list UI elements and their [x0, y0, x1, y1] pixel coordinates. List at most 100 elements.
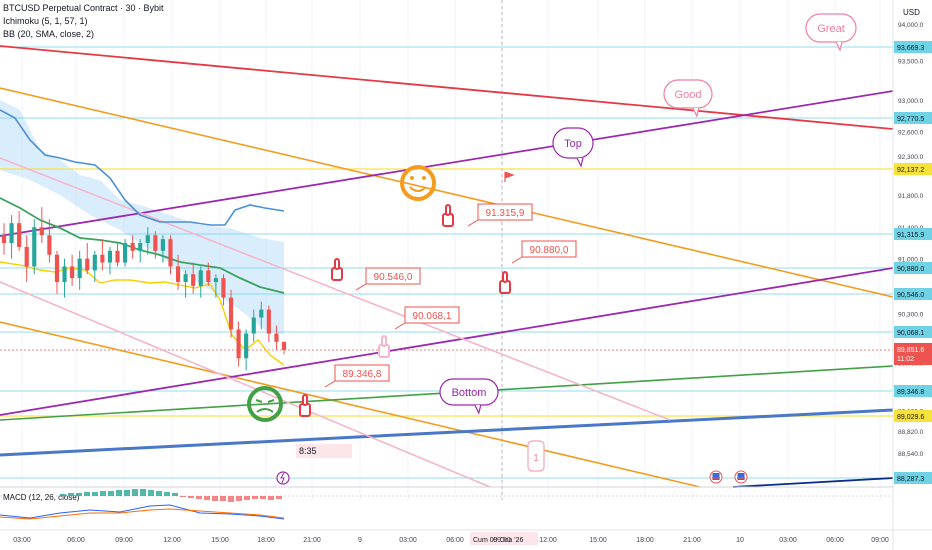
candle-body[interactable]: [266, 309, 271, 334]
note-1-box[interactable]: [527, 440, 545, 472]
trendline[interactable]: [0, 45, 894, 130]
happy-face-eye: [410, 176, 414, 180]
price-tag-bg[interactable]: [894, 288, 932, 300]
candle-body[interactable]: [259, 309, 264, 318]
macd-bar: [268, 496, 274, 500]
candle-body[interactable]: [115, 250, 120, 263]
bb-legend[interactable]: BB (20, SMA, close, 2): [3, 29, 95, 39]
last-price-tag[interactable]: [894, 343, 932, 365]
great-annotation-label[interactable]: Great: [817, 23, 845, 35]
symbol-legend[interactable]: BTCUSD Perpetual Contract · 30 · Bybit: [3, 3, 164, 13]
candle-body[interactable]: [221, 278, 226, 298]
great-annotation-bubble[interactable]: [805, 13, 857, 43]
candles[interactable]: [1, 207, 287, 371]
candle-body[interactable]: [281, 341, 287, 350]
price-tag-bg[interactable]: [894, 410, 932, 422]
top-annotation-bubble[interactable]: [552, 127, 594, 159]
candle-body[interactable]: [92, 254, 97, 271]
trendline[interactable]: [0, 408, 894, 457]
callout-90068-box[interactable]: [404, 306, 460, 324]
candle-body[interactable]: [130, 243, 135, 251]
price-tag-label: 92,770.5: [897, 116, 924, 123]
candle-body[interactable]: [244, 333, 249, 359]
macd-bar: [228, 496, 234, 502]
candle-body[interactable]: [175, 266, 181, 283]
candle-body[interactable]: [24, 246, 29, 267]
candle-body[interactable]: [206, 270, 211, 283]
candle-body[interactable]: [54, 254, 60, 283]
macd-legend[interactable]: MACD (12, 26, close): [3, 493, 80, 502]
trendline[interactable]: [0, 87, 894, 298]
price-tag-bg[interactable]: [894, 112, 932, 124]
bottom-annotation-bubble[interactable]: [439, 378, 499, 406]
candle-body[interactable]: [100, 254, 105, 263]
time-axis[interactable]: 03:00 06:00 09:00 12:00 15:00 18:00 21:00 9 03:0…: [0, 529, 932, 545]
candle-body[interactable]: [62, 266, 67, 283]
candle-body[interactable]: [153, 235, 158, 251]
candle-body[interactable]: [1, 235, 7, 244]
trendline[interactable]: [0, 90, 894, 237]
time-tick: 03:00: [779, 537, 797, 544]
candle-body[interactable]: [236, 329, 241, 359]
trendline[interactable]: [0, 157, 671, 421]
price-tag-bg[interactable]: [894, 41, 932, 53]
candle-body[interactable]: [274, 333, 279, 342]
candle-body[interactable]: [70, 266, 75, 279]
callout-90546-box[interactable]: [365, 267, 421, 285]
trendline[interactable]: [732, 477, 894, 488]
candle-body[interactable]: [228, 297, 234, 330]
price-tag-bg[interactable]: [894, 163, 932, 175]
callout-89346-box[interactable]: [334, 364, 390, 382]
callout-90880-box[interactable]: [521, 240, 577, 258]
trendline[interactable]: [0, 281, 491, 488]
price-tag-bg[interactable]: [894, 262, 932, 274]
countdown-box: [296, 444, 352, 458]
price-axis-bg: [893, 0, 932, 550]
bottom-annotation-label[interactable]: Bottom: [452, 387, 487, 399]
macd-bar: [124, 490, 130, 496]
happy-face-eye: [422, 176, 426, 180]
candle-body[interactable]: [85, 258, 90, 271]
horizontal-levels: [0, 46, 893, 479]
price-tag-bg[interactable]: [894, 326, 932, 338]
price-tag-label: 91,315.9: [897, 232, 924, 239]
candle-body[interactable]: [251, 317, 256, 334]
trendline[interactable]: [0, 321, 701, 488]
candle-body[interactable]: [32, 227, 37, 267]
trendline[interactable]: [0, 267, 894, 416]
candle-body[interactable]: [77, 258, 82, 279]
sad-face-ring: [247, 386, 283, 422]
candle-body[interactable]: [145, 235, 150, 244]
price-tag-bg[interactable]: [894, 472, 932, 484]
ichimoku-legend[interactable]: Ichimoku (5, 1, 57, 1): [3, 16, 88, 26]
top-annotation-label[interactable]: Top: [564, 138, 582, 150]
macd-bar: [148, 490, 154, 496]
annotations[interactable]: Great Good Top Bottom 1 91.315,9 90.880,0 90.54…: [247, 13, 857, 485]
candle-body[interactable]: [9, 223, 14, 244]
price-tag-bg[interactable]: [894, 228, 932, 240]
candle-body[interactable]: [160, 239, 165, 251]
good-annotation-label[interactable]: Good: [675, 89, 702, 101]
good-annotation-bubble[interactable]: [663, 79, 713, 109]
candle-body[interactable]: [138, 243, 143, 251]
candle-body[interactable]: [168, 239, 173, 267]
price-tick: 91,000.0: [898, 257, 924, 264]
candle-body[interactable]: [107, 250, 113, 263]
price-tag-bg[interactable]: [894, 385, 932, 397]
price-axis[interactable]: 94,000.0 93,500.0 93,000.0 92,600.0 92,300.0…: [892, 0, 932, 550]
price-tick: 92,600.0: [898, 130, 924, 137]
candle-body[interactable]: [191, 274, 196, 286]
macd-bar: [252, 496, 258, 499]
candle-body[interactable]: [17, 223, 22, 247]
callout-90068-pointer: [394, 322, 406, 330]
candle-body[interactable]: [213, 278, 218, 283]
candle-body[interactable]: [198, 270, 203, 286]
candle-body[interactable]: [47, 235, 52, 255]
note-1-label: 1: [533, 453, 539, 464]
candle-body[interactable]: [123, 243, 128, 263]
price-tick: 93,000.0: [898, 98, 924, 105]
callout-91315-box[interactable]: [477, 203, 533, 221]
candle-body[interactable]: [39, 227, 44, 236]
candle-body[interactable]: [183, 274, 188, 283]
